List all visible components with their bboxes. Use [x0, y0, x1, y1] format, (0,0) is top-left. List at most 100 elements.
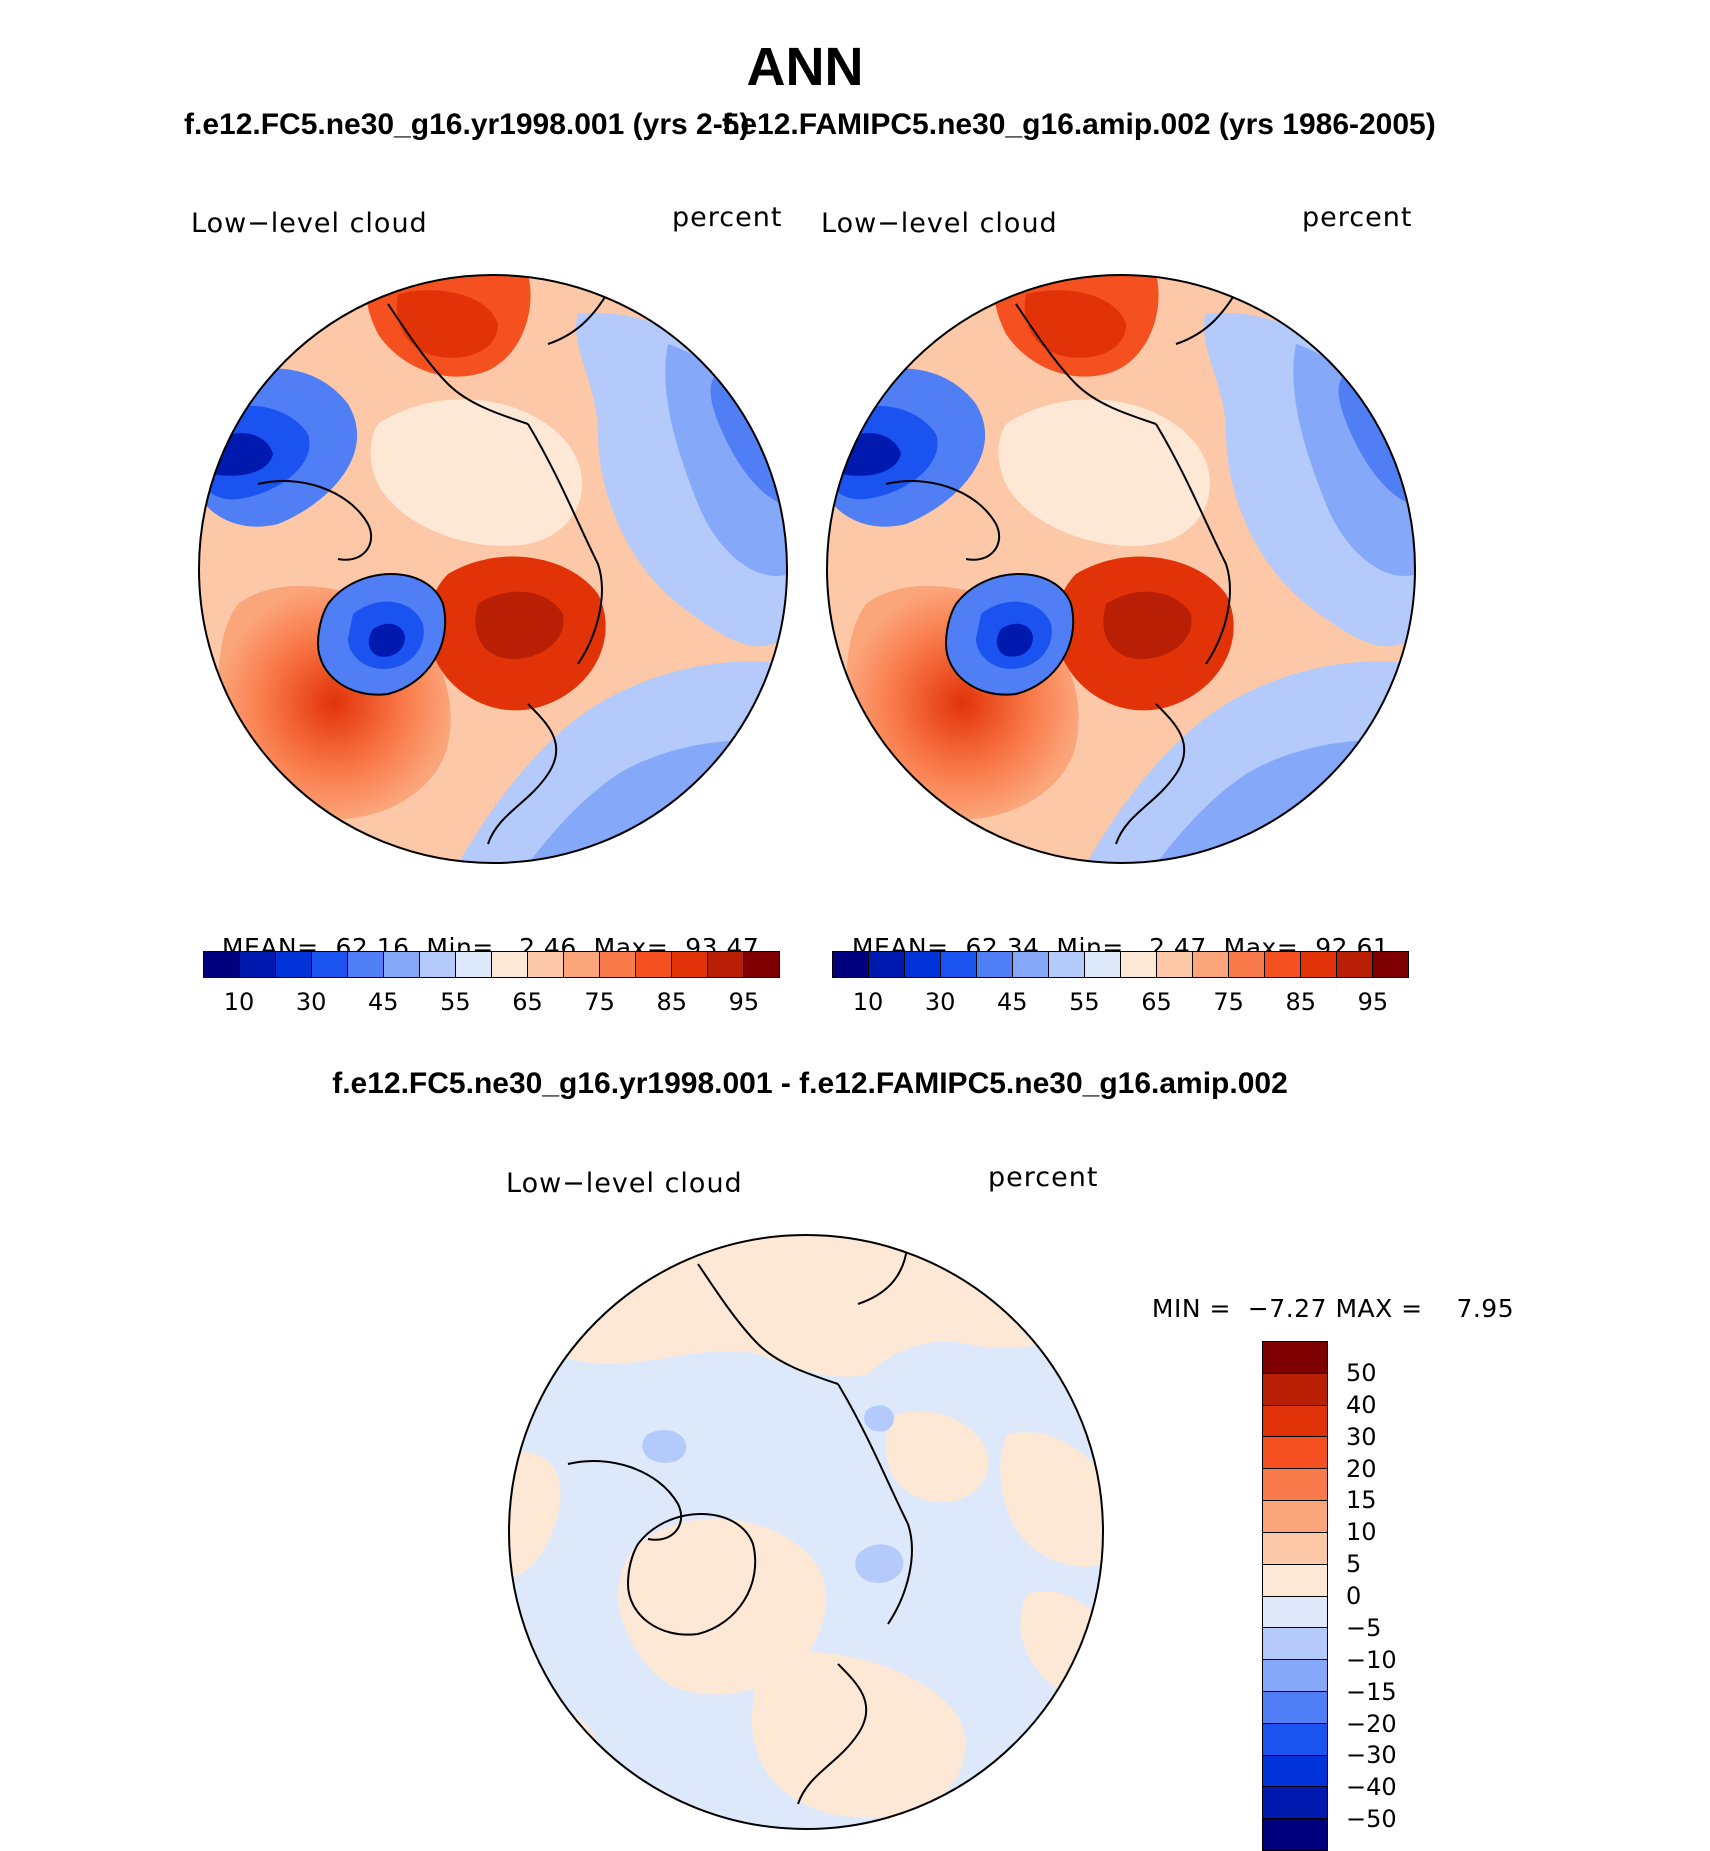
difference-title: f.e12.FC5.ne30_g16.yr1998.001 - f.e12.FA…	[332, 1067, 1288, 1100]
colorbar-swatch	[564, 952, 600, 977]
case2-colorbar-ticks: 10 30 45 55 65 75 85 95	[832, 988, 1409, 1018]
difference-polar-map	[508, 1234, 1104, 1830]
case2-polar-map	[826, 274, 1416, 864]
colorbar-swatch	[1263, 1755, 1327, 1788]
case1-polar-map	[198, 274, 788, 864]
colorbar-swatch	[1263, 1819, 1327, 1850]
colorbar-tick-label: 30	[1346, 1422, 1377, 1451]
colorbar-swatch	[1193, 952, 1229, 977]
colorbar-tick-label: 65	[1141, 988, 1172, 1016]
colorbar-swatch	[384, 952, 420, 977]
colorbar-swatch	[276, 952, 312, 977]
colorbar-swatch	[1263, 1342, 1327, 1374]
colorbar-swatch	[744, 952, 779, 977]
colorbar-tick-label: −20	[1346, 1709, 1397, 1738]
colorbar-swatch	[1049, 952, 1085, 977]
colorbar-swatch	[1263, 1469, 1327, 1502]
colorbar-swatch	[1229, 952, 1265, 977]
case2-variable-label: Low−level cloud	[821, 208, 1058, 239]
colorbar-swatch	[1121, 952, 1157, 977]
difference-stats: MIN = −7.27 MAX = 7.95	[1135, 1265, 1514, 1323]
colorbar-tick-label: 10	[1346, 1518, 1377, 1547]
colorbar-tick-label: −5	[1346, 1613, 1382, 1642]
colorbar-tick-label: 30	[924, 988, 956, 1016]
case1-colorbar-ticks: 10 30 45 55 65 75 85 95	[203, 988, 780, 1018]
colorbar-swatch	[1265, 952, 1301, 977]
colorbar-tick-label: 10	[223, 988, 255, 1016]
colorbar-tick-label: 45	[997, 988, 1028, 1016]
colorbar-swatch	[1301, 952, 1337, 977]
difference-colorbar-ticks: 50 40 30 20 15 10 5 0 −5 −10 −15 −20 −30 −40 −50	[1346, 1341, 1426, 1851]
case2-units-label: percent	[1302, 202, 1413, 233]
colorbar-tick-label: 10	[852, 988, 884, 1016]
colorbar-tick-label: 0	[1346, 1582, 1362, 1610]
colorbar-swatch	[1263, 1787, 1327, 1820]
colorbar-swatch	[1013, 952, 1049, 977]
colorbar-swatch	[1263, 1596, 1327, 1629]
colorbar-tick-label: 75	[1213, 988, 1244, 1016]
case2-title: f.e12.FAMIPC5.ne30_g16.amip.002 (yrs 198…	[722, 108, 1436, 141]
colorbar-swatch	[1263, 1501, 1327, 1533]
colorbar-swatch	[492, 952, 528, 977]
colorbar-swatch	[528, 952, 564, 977]
case1-colorbar	[203, 951, 780, 978]
colorbar-tick-label: 65	[512, 988, 543, 1016]
colorbar-swatch	[600, 952, 636, 977]
colorbar-swatch	[1263, 1723, 1327, 1756]
difference-max-label: MAX =	[1335, 1294, 1423, 1323]
colorbar-swatch	[905, 952, 941, 977]
case1-units-label: percent	[672, 202, 783, 233]
colorbar-swatch	[708, 952, 744, 977]
difference-min-value: −7.27	[1247, 1294, 1327, 1323]
colorbar-swatch	[1263, 1691, 1327, 1724]
colorbar-swatch	[636, 952, 672, 977]
colorbar-tick-label: 75	[584, 988, 615, 1016]
colorbar-tick-label: 55	[1069, 988, 1100, 1016]
colorbar-swatch	[1337, 952, 1373, 977]
colorbar-swatch	[672, 952, 708, 977]
colorbar-tick-label: 40	[1346, 1390, 1377, 1419]
colorbar-tick-label: −15	[1346, 1677, 1397, 1706]
colorbar-tick-label: 85	[656, 988, 688, 1016]
colorbar-swatch	[348, 952, 384, 977]
colorbar-tick-label: 5	[1346, 1550, 1362, 1579]
colorbar-tick-label: −30	[1346, 1741, 1397, 1770]
colorbar-swatch	[1263, 1437, 1327, 1470]
colorbar-swatch	[1157, 952, 1193, 977]
colorbar-tick-label: 45	[368, 988, 399, 1016]
case2-colorbar	[832, 951, 1409, 978]
difference-units-label: percent	[988, 1162, 1099, 1193]
colorbar-swatch	[869, 952, 905, 977]
colorbar-swatch	[1263, 1532, 1327, 1565]
colorbar-tick-label: −40	[1346, 1773, 1397, 1802]
colorbar-swatch	[1373, 952, 1408, 977]
colorbar-tick-label: 20	[1346, 1454, 1377, 1483]
colorbar-swatch	[240, 952, 276, 977]
colorbar-swatch	[1263, 1628, 1327, 1661]
case1-title: f.e12.FC5.ne30_g16.yr1998.001 (yrs 2-5)	[184, 108, 750, 141]
difference-colorbar	[1262, 1341, 1328, 1851]
colorbar-tick-label: 95	[728, 988, 760, 1016]
colorbar-swatch	[1263, 1660, 1327, 1692]
colorbar-swatch	[1263, 1564, 1327, 1597]
difference-min-label: MIN =	[1151, 1294, 1231, 1323]
colorbar-tick-label: 55	[440, 988, 471, 1016]
difference-variable-label: Low−level cloud	[506, 1168, 743, 1199]
colorbar-swatch	[833, 952, 869, 977]
colorbar-tick-label: 15	[1346, 1486, 1377, 1515]
colorbar-tick-label: 85	[1285, 988, 1317, 1016]
colorbar-swatch	[1263, 1373, 1327, 1406]
colorbar-tick-label: 30	[295, 988, 327, 1016]
colorbar-tick-label: 50	[1346, 1358, 1377, 1387]
difference-max-value: 7.95	[1456, 1294, 1515, 1323]
colorbar-swatch	[204, 952, 240, 977]
colorbar-swatch	[941, 952, 977, 977]
colorbar-swatch	[420, 952, 456, 977]
colorbar-swatch	[312, 952, 348, 977]
colorbar-swatch	[456, 952, 492, 977]
colorbar-tick-label: 95	[1357, 988, 1389, 1016]
colorbar-swatch	[1085, 952, 1121, 977]
colorbar-tick-label: −10	[1346, 1645, 1397, 1674]
colorbar-swatch	[977, 952, 1013, 977]
colorbar-swatch	[1263, 1405, 1327, 1438]
